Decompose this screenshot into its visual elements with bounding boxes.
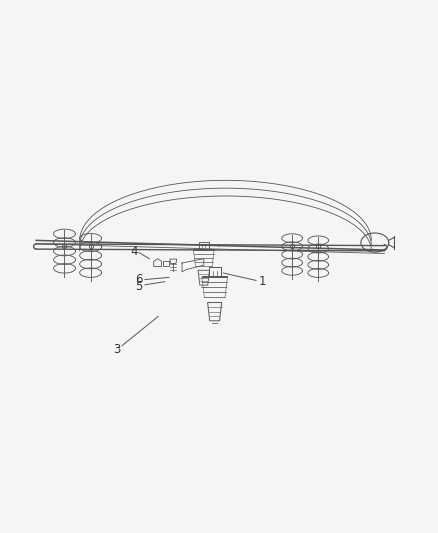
Text: 4: 4 <box>131 245 138 258</box>
Text: 5: 5 <box>135 280 142 293</box>
Text: 6: 6 <box>135 273 142 286</box>
Text: 1: 1 <box>259 275 266 288</box>
Text: 3: 3 <box>113 343 120 356</box>
